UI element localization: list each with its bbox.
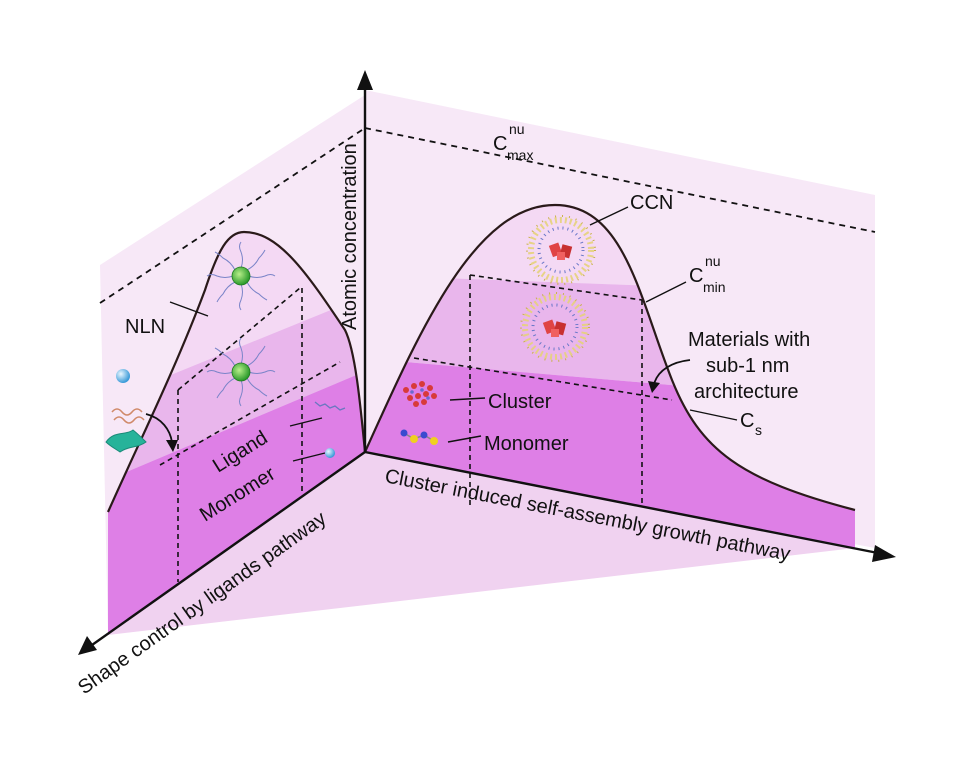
materials-arrowhead [648,381,660,393]
blue-sphere-icon [116,369,130,383]
cs-label: C s [740,410,762,438]
left-growth-curve [106,230,367,513]
svg-text:C: C [493,133,507,155]
svg-text:C: C [740,410,754,432]
ligand-chain-icon [314,401,346,411]
cluster-nanocrystal-icon-top [526,215,596,285]
cmax-dashed-line-left [99,127,366,304]
red-cluster-icon [403,381,437,407]
cs-leader-line [689,409,738,421]
cmax-dashed-line-right [364,127,876,233]
nanocrystal-icon-top [206,241,276,311]
nanocrystal-icon-middle [206,337,276,407]
cmin-label: C nu min [689,253,726,295]
cluster-nanocrystal-icon-middle [520,292,590,362]
monomer-right-label: Monomer [484,433,569,455]
nln-arrowhead [166,440,178,452]
materials-label: Materials with sub-1 nm architecture [688,329,810,403]
floor-panel [108,452,855,635]
svg-text:max: max [507,147,533,163]
materials-curved-arrow [653,359,691,385]
wavy-ligand-icon-2 [113,416,145,424]
svg-text:s: s [755,422,762,438]
svg-text:min: min [703,279,726,295]
left-axis [91,451,366,646]
cluster-label: Cluster [488,391,552,413]
right-axis-arrowhead [872,545,896,562]
wavy-ligand-icon [111,408,143,416]
nln-curved-arrow [145,413,173,443]
nln-leader-line [169,301,209,317]
ccn-label: CCN [630,192,673,214]
nln-label: NLN [125,316,165,338]
cmax-label: C nu max [493,121,533,163]
svg-text:nu: nu [509,121,525,137]
vertical-axis-arrowhead [357,70,373,90]
left-axis-arrowhead [78,636,97,655]
right-growth-curve [363,203,856,512]
right-axis [364,450,879,555]
svg-text:nu: nu [705,253,721,269]
svg-text:sub-1 nm: sub-1 nm [706,355,789,377]
svg-text:architecture: architecture [694,381,799,403]
monomer-chain-icon [400,429,438,445]
monomer-right-leader-line [447,435,482,443]
green-sheet-icon [105,429,147,453]
cmin-leader-line [645,281,687,303]
ligand-leader-line [289,417,323,427]
svg-text:C: C [689,265,703,287]
monomer-left-leader-line [292,452,326,462]
cs-dashed-line-left [159,361,341,466]
cmin-dashed-line-right [469,274,643,301]
monomer-sphere-icon [325,448,335,458]
cluster-leader-line [449,397,486,401]
svg-text:Materials with: Materials with [688,329,810,351]
vertical-axis-label: Atomic concentration [339,143,361,330]
ccn-leader-line [589,206,629,226]
cs-dashed-line-right [413,357,673,401]
